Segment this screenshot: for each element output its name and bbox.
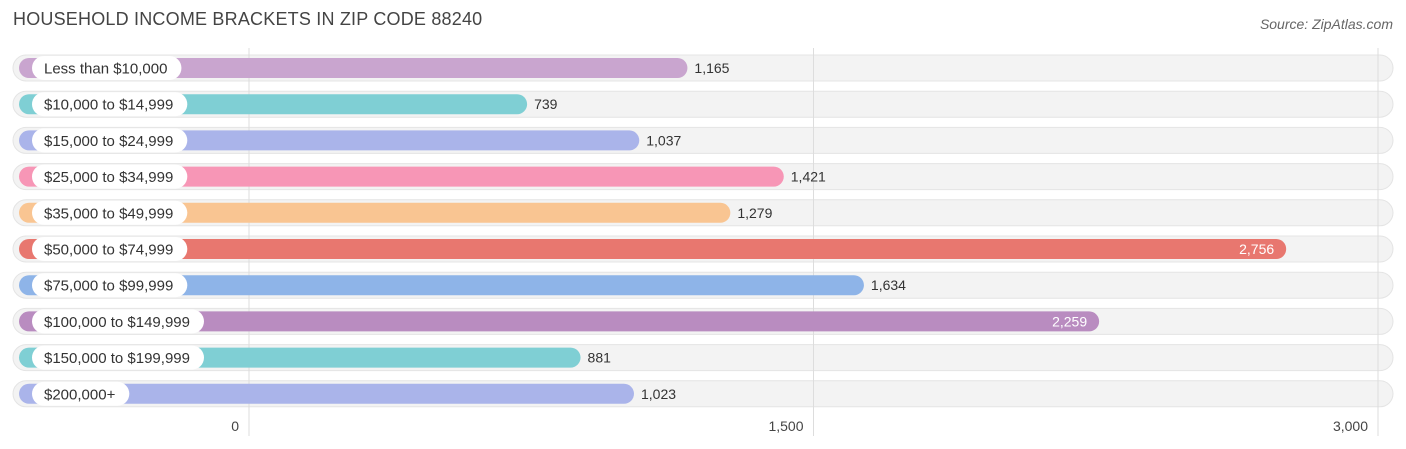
value-label-5: 2,756 [1239, 241, 1274, 257]
bars: Less than $10,000 1,165 $10,000 to $14,999… [19, 56, 1287, 406]
category-label-8: $150,000 to $199,999 [44, 350, 190, 367]
tick-label-1: 1,500 [768, 418, 803, 434]
category-pill-6 [32, 273, 188, 298]
category-pill-2 [32, 128, 188, 153]
category-label-4: $35,000 to $49,999 [44, 205, 173, 222]
category-label-2: $15,000 to $24,999 [44, 133, 173, 150]
chart-title: HOUSEHOLD INCOME BRACKETS IN ZIP CODE 88… [13, 9, 483, 29]
bar-3 [19, 166, 784, 187]
bar-7 [19, 311, 1100, 332]
value-label-6: 1,634 [871, 277, 906, 293]
bar-0 [19, 58, 688, 78]
value-label-9: 1,023 [641, 386, 676, 402]
category-label-5: $50,000 to $74,999 [44, 242, 173, 259]
value-label-8: 881 [588, 350, 612, 366]
category-label-0: Less than $10,000 [44, 61, 167, 78]
bar-5 [19, 239, 1287, 259]
category-pill-1 [32, 92, 188, 117]
tick-label-0: 0 [231, 418, 239, 434]
tick-label-2: 3,000 [1333, 418, 1368, 434]
category-pill-0 [32, 56, 182, 80]
bar-4 [19, 202, 731, 223]
value-label-3: 1,421 [791, 169, 826, 185]
category-pill-3 [32, 164, 188, 189]
category-label-1: $10,000 to $14,999 [44, 97, 173, 114]
category-pill-8 [32, 345, 204, 370]
value-label-1: 739 [534, 96, 558, 112]
category-label-9: $200,000+ [44, 386, 116, 403]
category-label-7: $100,000 to $149,999 [44, 314, 190, 331]
category-label-3: $25,000 to $34,999 [44, 169, 173, 186]
category-pill-7 [32, 309, 204, 334]
value-label-4: 1,279 [737, 205, 772, 221]
source-attribution: Source: ZipAtlas.com [1259, 16, 1393, 32]
category-pill-4 [32, 200, 188, 225]
value-label-0: 1,165 [694, 60, 729, 76]
bar-9 [19, 383, 634, 404]
category-label-6: $75,000 to $99,999 [44, 278, 173, 295]
bar-6 [19, 275, 864, 296]
value-label-7: 2,259 [1052, 313, 1087, 329]
category-pill-9 [32, 381, 130, 406]
value-label-2: 1,037 [646, 132, 681, 148]
category-pill-5 [32, 237, 188, 261]
